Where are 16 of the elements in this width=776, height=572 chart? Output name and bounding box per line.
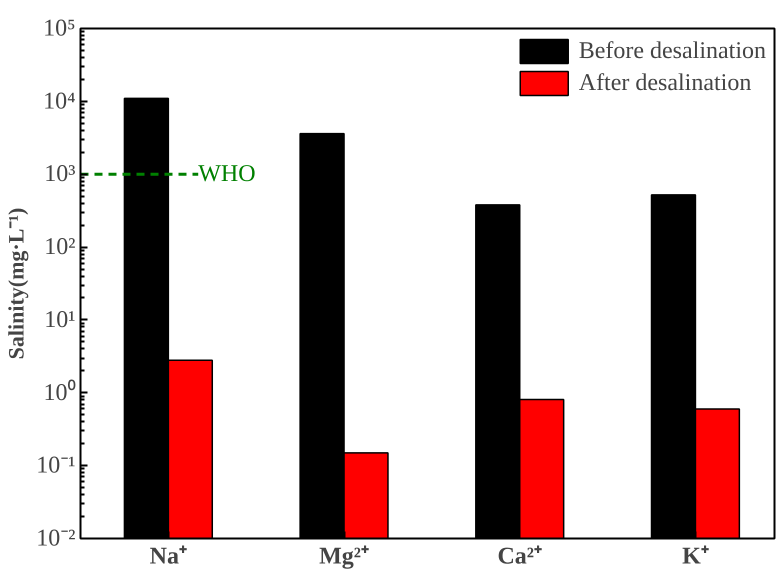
x-tick-label: Ca²⁺ [497, 544, 542, 570]
x-tick-label: K⁺ [682, 544, 709, 570]
y-tick-label: 10⁻² [36, 526, 76, 552]
ref-line-label: WHO [198, 161, 256, 188]
x-tick-label: Na⁺ [150, 544, 188, 570]
y-axis-title: Salinity(mg·L⁻¹) [3, 208, 28, 360]
x-tick-label: Mg²⁺ [319, 544, 369, 570]
y-tick-label: 10¹ [44, 306, 76, 333]
y-tick-label: 10⁻¹ [36, 452, 76, 479]
legend-label: Before desalination [578, 38, 766, 64]
y-tick-label: 10⁰ [44, 378, 76, 406]
legend-label: After desalination [578, 70, 752, 96]
y-tick-label: 10² [44, 234, 76, 260]
y-tick-label: 10⁵ [43, 16, 76, 42]
y-tick-label: 10³ [44, 161, 76, 188]
y-tick-label: 10⁴ [43, 88, 76, 114]
